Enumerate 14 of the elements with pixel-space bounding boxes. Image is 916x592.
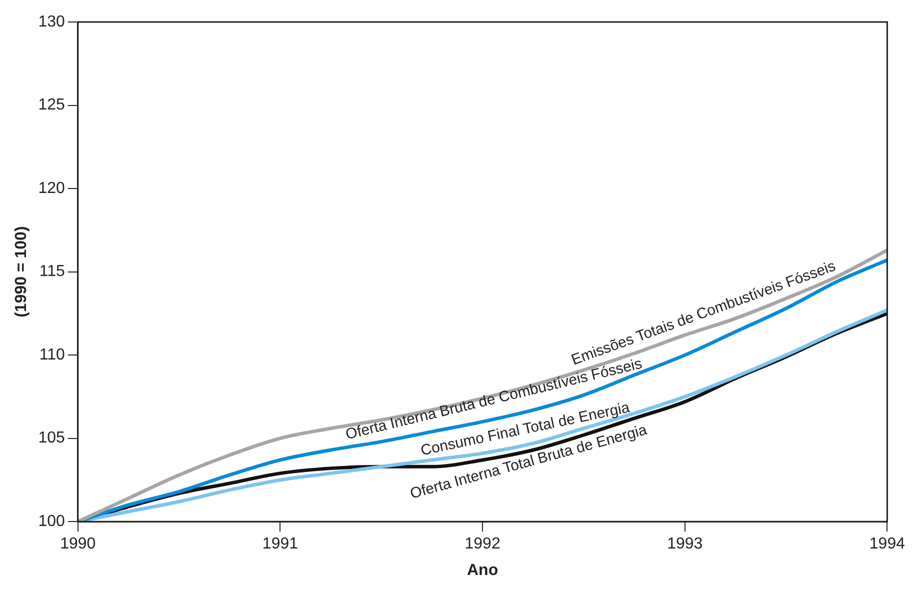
y-tick-label: 100 [38,513,65,530]
y-tick-label: 125 [38,96,65,114]
y-axis-title: (1990 = 100) [13,226,30,318]
x-tick-label: 1992 [464,536,500,553]
x-tick-label: 1994 [869,536,906,553]
y-tick-label: 110 [39,346,65,364]
x-tick-label: 1990 [60,536,96,553]
x-axis-title: Ano [466,562,498,579]
x-tick-label: 1991 [262,536,298,553]
y-tick-label: 120 [38,180,65,197]
y-tick-label: 130 [38,13,65,30]
y-tick-label: 105 [38,430,65,447]
x-tick-label: 1993 [667,536,703,553]
y-tick-label: 115 [39,263,65,280]
